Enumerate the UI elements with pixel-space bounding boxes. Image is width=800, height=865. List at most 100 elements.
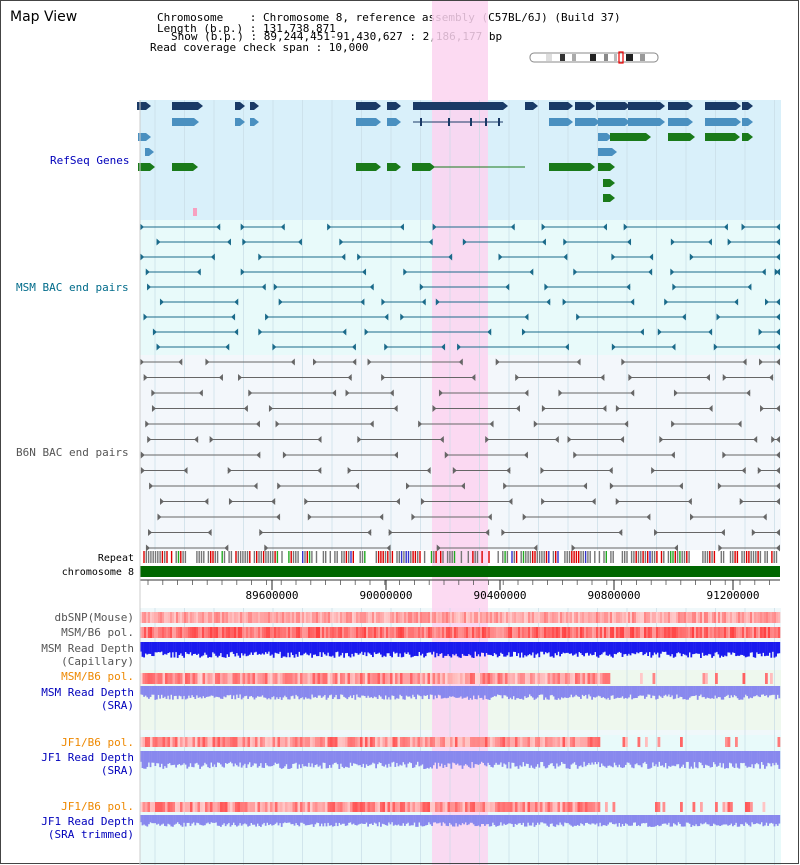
msm-depth-cap-bar [202, 642, 205, 656]
msm-depth-cap-bar [727, 642, 729, 653]
b6n-pair-end [271, 498, 276, 505]
jf1-depth-bar [338, 751, 341, 769]
jf1-depth-trim-bar [268, 815, 270, 826]
gene-arrow [396, 163, 401, 171]
msm-depth-cap-bar [650, 642, 653, 658]
jf1-depth-trim-bar [352, 815, 355, 824]
repeat-mark [341, 551, 343, 563]
msm-depth-cap-bar [309, 642, 312, 654]
repeat-mark [237, 551, 239, 563]
chromosome-ideogram[interactable] [529, 51, 659, 64]
msm-pair-end [776, 313, 780, 321]
b6n-pair-end [452, 467, 457, 474]
jf1-depth-trim-label[interactable]: JF1 Read Depth [41, 815, 134, 828]
repeat-mark [334, 551, 336, 563]
jf1-depth-label[interactable]: JF1 Read Depth [41, 751, 134, 764]
msm-pol-sra-label[interactable]: MSM/B6 pol. [61, 670, 134, 683]
msm-depth-cap-bar [671, 642, 673, 655]
jf1-depth-trim-bar [332, 815, 334, 827]
msm-depth-cap-bar [535, 642, 537, 655]
jf1-pol2-cell [612, 802, 616, 812]
dbsnp-label[interactable]: dbSNP(Mouse) [55, 611, 134, 624]
msm-depth-sra-bar [415, 686, 417, 700]
msm-depth-sra-bar [407, 686, 409, 697]
msm-pol-sra-cell [450, 673, 453, 684]
msm-depth-cap-bar [248, 642, 251, 655]
msm-depth-sra-label[interactable]: MSM Read Depth [41, 686, 134, 699]
jf1-depth-trim-bar [375, 815, 377, 824]
dbsnp-cell [560, 612, 563, 623]
jf1-pol2-cell [212, 802, 216, 812]
msm-depth-sra-bar [676, 686, 678, 695]
jf1-pol-cell [385, 737, 388, 747]
b6n-bac-pairs[interactable] [140, 358, 780, 552]
msm-pol-sra-cell [400, 673, 403, 684]
gene-arrow [625, 118, 630, 126]
msm-depth-cap-label[interactable]: MSM Read Depth [41, 642, 134, 655]
msm-pol-label[interactable]: MSM/B6 pol. [61, 626, 134, 639]
dbsnp-cell [270, 612, 273, 623]
msm-pol-cell [140, 627, 143, 638]
gene-exon [498, 118, 500, 126]
heat-tracks[interactable] [140, 612, 781, 827]
jf1-pol-cell [462, 737, 466, 747]
msm-depth-sra-bar [386, 686, 389, 700]
msm-pair-end [234, 328, 239, 336]
jf1-depth-trim-bar [359, 815, 361, 824]
jf1-pol2-label[interactable]: JF1/B6 pol. [61, 800, 134, 813]
jf1-depth-trim-bar [373, 815, 376, 823]
jf1-depth-trim-bar [213, 815, 216, 823]
refseq-genes[interactable] [137, 102, 753, 216]
jf1-depth-trim-bar [354, 815, 357, 826]
msm-pol-sra-cell [652, 673, 656, 684]
jf1-pol-cell [280, 737, 283, 747]
gene-exon [668, 102, 688, 110]
dbsnp-cell [398, 612, 401, 623]
jf1-depth-bar [736, 751, 739, 768]
msm-bac-pairs[interactable] [140, 223, 780, 351]
dbsnp-cell [522, 612, 525, 623]
msm-bac-label[interactable]: MSM BAC end pairs [16, 281, 129, 294]
dbsnp-cell [730, 612, 733, 623]
msm-pol-cell [244, 627, 247, 638]
jf1-depth-trim-bar [146, 815, 149, 827]
repeat-track[interactable] [143, 551, 778, 563]
b6n-bac-label[interactable]: B6N BAC end pairs [16, 446, 129, 459]
highlight-region[interactable] [432, 0, 488, 865]
msm-pol-sra-cell [170, 673, 173, 684]
msm-pol-cell [776, 627, 779, 638]
jf1-pol-cell [540, 737, 543, 747]
msm-pol-cell [714, 627, 717, 638]
gene-exon [603, 194, 610, 202]
refseq-label[interactable]: RefSeq Genes [50, 154, 129, 167]
dbsnp-cell [664, 612, 667, 623]
dbsnp-cell [260, 612, 263, 623]
msm-depth-cap-bar [165, 642, 168, 655]
msm-depth-sra-bar [519, 686, 521, 700]
chromosome-bar[interactable] [140, 566, 780, 577]
msm-pol-cell [578, 627, 581, 638]
msm-depth-sra-bar [276, 686, 278, 698]
repeat-mark [704, 551, 706, 563]
jf1-pol2-cell [745, 802, 748, 812]
repeat-mark [557, 551, 559, 563]
msm-pol-cell [400, 627, 403, 638]
jf1-depth-bar [644, 751, 646, 762]
jf1-depth-trim-bar [632, 815, 635, 823]
dbsnp-cell [590, 612, 593, 623]
msm-pol-cell [692, 627, 695, 638]
dbsnp-cell [480, 612, 483, 623]
msm-pair-end [776, 298, 780, 306]
msm-depth-cap-bar [709, 642, 712, 655]
msm-depth-cap-bar [616, 642, 619, 653]
dbsnp-cell [466, 612, 469, 623]
jf1-pol-label[interactable]: JF1/B6 pol. [61, 736, 134, 749]
jf1-depth-bar [304, 751, 307, 767]
msm-depth-cap-bar [594, 642, 597, 653]
msm-pol-sra-cell [222, 673, 226, 684]
msm-depth-cap-bar [492, 642, 494, 657]
jf1-pol-cell [345, 737, 348, 747]
msm-depth-sra-bar [223, 686, 225, 697]
dbsnp-cell [400, 612, 403, 623]
